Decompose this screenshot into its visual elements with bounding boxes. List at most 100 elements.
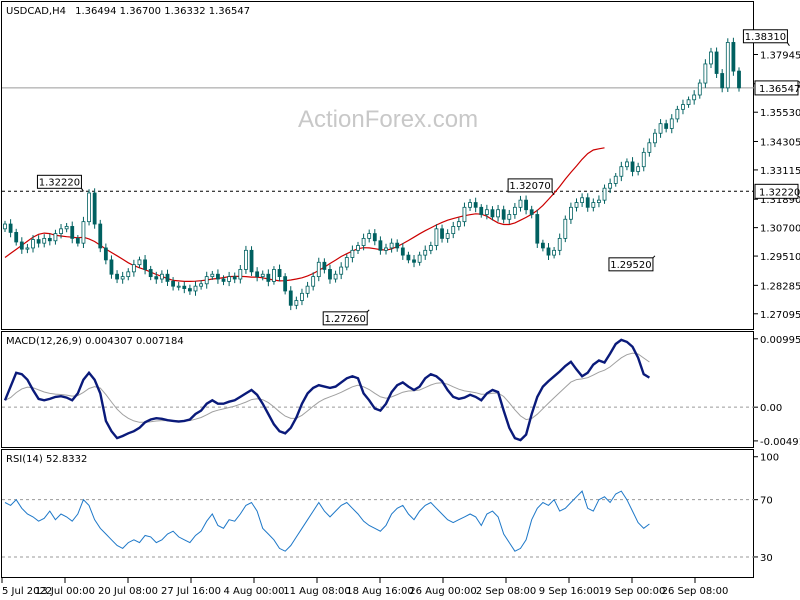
- candle-body: [19, 241, 24, 250]
- candle: [193, 281, 198, 296]
- candle-body: [417, 254, 422, 263]
- candle-body: [675, 108, 680, 120]
- candle-body: [630, 161, 635, 172]
- price-panel[interactable]: [1, 1, 754, 330]
- candle: [221, 275, 226, 286]
- candle: [277, 264, 282, 282]
- candle-body: [131, 264, 136, 273]
- candle: [490, 206, 495, 221]
- candle-body: [171, 281, 175, 287]
- candle-body: [154, 276, 159, 280]
- candle-body: [372, 233, 377, 242]
- candle: [42, 234, 47, 248]
- candle-body: [535, 214, 540, 244]
- candle: [473, 197, 478, 213]
- candle: [171, 277, 175, 291]
- candle: [479, 204, 484, 218]
- candle-body: [737, 70, 741, 89]
- candle-body: [238, 269, 243, 280]
- candle: [367, 229, 372, 243]
- candle: [232, 272, 237, 284]
- annotation-leader: [787, 42, 790, 47]
- candle-body: [619, 166, 624, 177]
- current-price-tag: [754, 80, 799, 96]
- candle-body: [462, 206, 467, 223]
- candle: [339, 262, 344, 280]
- time-tick-label: 20 Jul 08:00: [98, 586, 158, 597]
- candle-body: [378, 240, 383, 251]
- candle-body: [692, 94, 697, 101]
- candle: [14, 228, 19, 246]
- candle: [647, 138, 652, 157]
- candle: [512, 202, 517, 219]
- candle: [546, 243, 551, 260]
- rsi-tick-label: 70: [760, 496, 773, 507]
- candle: [440, 224, 444, 243]
- candle: [19, 237, 24, 254]
- time-tick-label: 18 Aug 16:00: [346, 586, 413, 597]
- candle-body: [277, 269, 282, 278]
- candle-body: [546, 247, 551, 256]
- rsi-levels: [2, 499, 754, 558]
- candle: [451, 221, 456, 239]
- candle: [608, 178, 613, 194]
- rsi-panel[interactable]: [1, 449, 754, 578]
- candle-body: [540, 242, 545, 249]
- candle-body: [428, 245, 433, 251]
- candle: [445, 229, 450, 243]
- candle-body: [36, 239, 41, 244]
- candle: [92, 188, 97, 229]
- candle: [372, 229, 377, 246]
- candle-body: [148, 269, 153, 278]
- candle: [238, 264, 243, 284]
- candle: [255, 267, 260, 282]
- candle: [669, 114, 674, 134]
- price-tick-label: 1.31890: [760, 195, 800, 206]
- candle: [641, 147, 646, 172]
- price-tick-label: 1.33115: [760, 166, 800, 177]
- candle: [64, 223, 69, 233]
- candle: [630, 157, 635, 177]
- candle: [524, 195, 528, 215]
- candle-body: [70, 226, 75, 239]
- candle: [389, 238, 394, 253]
- candle-body: [81, 221, 86, 244]
- candle: [188, 284, 192, 295]
- candle-body: [165, 273, 170, 282]
- rsi-y-axis: 100 70 30: [754, 453, 779, 564]
- candle-body: [552, 249, 556, 256]
- candle: [580, 193, 585, 207]
- candle-body: [445, 233, 450, 239]
- candle: [737, 67, 741, 92]
- current-price-label: 1.36547: [759, 84, 800, 95]
- candle: [176, 281, 181, 291]
- candle-body: [311, 276, 316, 287]
- candle: [456, 217, 461, 231]
- candle-body: [641, 151, 646, 168]
- candle-body: [479, 206, 484, 215]
- candle-body: [300, 292, 304, 301]
- candle: [300, 288, 304, 306]
- level-label: 1.32220: [759, 187, 800, 198]
- time-tick-label: 11 Aug 08:00: [283, 586, 350, 597]
- candle-body: [210, 273, 215, 278]
- candle-body: [484, 209, 489, 215]
- candle-body: [115, 273, 119, 280]
- candle: [428, 241, 433, 255]
- candle: [244, 245, 248, 274]
- annotation-box: [507, 178, 553, 193]
- price-tick-label: 1.34305: [760, 137, 800, 148]
- candle-body: [64, 226, 69, 230]
- candle-body: [725, 42, 730, 89]
- candle: [182, 281, 187, 294]
- candle: [529, 205, 534, 219]
- candle-body: [288, 290, 293, 306]
- candle: [412, 255, 416, 268]
- macd-panel[interactable]: [1, 331, 754, 448]
- candle-body: [87, 192, 91, 223]
- candle: [328, 264, 332, 284]
- candle-body: [468, 202, 472, 208]
- candle-body: [563, 218, 568, 239]
- candle: [260, 270, 265, 281]
